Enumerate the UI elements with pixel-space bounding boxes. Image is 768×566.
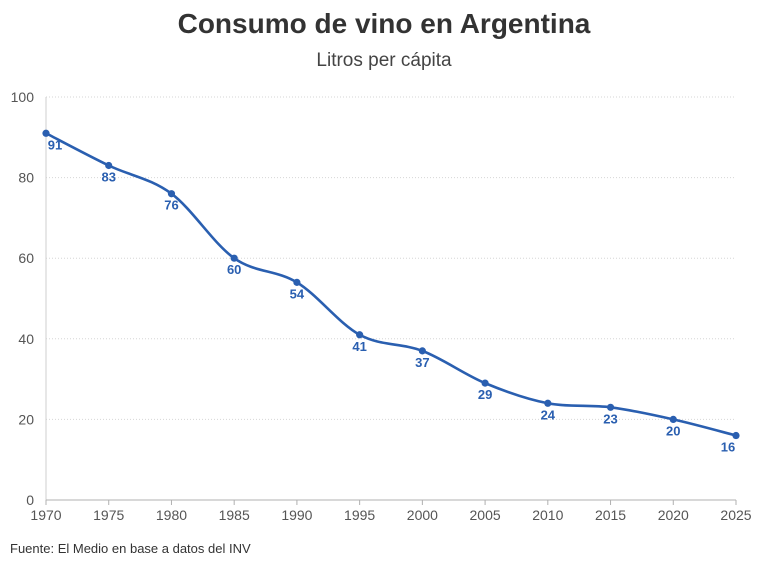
data-label: 20 [666,423,680,438]
y-tick-label: 100 [11,89,35,105]
data-label: 60 [227,262,241,277]
data-label: 29 [478,387,492,402]
y-tick-label: 40 [18,331,34,347]
data-point [606,403,615,411]
data-point [669,415,677,423]
data-label: 54 [290,286,305,301]
x-tick-label: 1980 [156,507,187,523]
data-label: 24 [541,407,556,422]
data-point [544,399,552,407]
x-tick-label: 1995 [344,507,375,523]
source-note: Fuente: El Medio en base a datos del INV [10,541,251,556]
y-tick-label: 20 [18,411,34,427]
y-tick-label: 80 [18,170,34,186]
x-tick-label: 2015 [595,507,626,523]
tick-labels: 0 20 40 60 80 100 1970 1975 1980 1985 1990 1995 2000… [11,89,752,523]
data-point [230,254,238,262]
chart-subtitle: Litros per cápita [316,50,452,71]
data-point [481,379,489,387]
x-tick-label: 2020 [658,507,689,523]
x-tick-label: 2000 [407,507,438,523]
data-label: 23 [603,411,617,426]
data-point [293,278,301,286]
data-labels: 91 83 76 60 54 41 37 29 24 23 20 16 [48,137,735,454]
data-label: 83 [101,170,115,185]
axes [45,97,737,505]
x-tick-label: 2025 [720,507,751,523]
x-tick-label: 1975 [93,507,124,523]
series-group [42,129,740,440]
gridlines [46,96,736,420]
y-tick-label: 60 [18,250,34,266]
x-tick-label: 2010 [532,507,563,523]
data-point [356,331,364,339]
data-point [42,129,50,137]
data-point [732,431,740,440]
y-tick-label: 0 [26,492,34,508]
data-point [105,161,113,170]
data-label: 91 [48,137,62,152]
x-tick-label: 1985 [219,507,250,523]
data-point [418,347,426,355]
data-label: 37 [415,355,429,370]
data-point [167,190,176,198]
chart-title: Consumo de vino en Argentina [177,8,591,39]
data-label: 16 [721,440,735,455]
x-tick-label: 1990 [281,507,312,523]
x-tick-label: 2005 [470,507,501,523]
data-label: 41 [352,339,366,354]
series-line [45,132,737,437]
x-tick-label: 1970 [30,507,61,523]
data-label: 76 [164,198,178,213]
